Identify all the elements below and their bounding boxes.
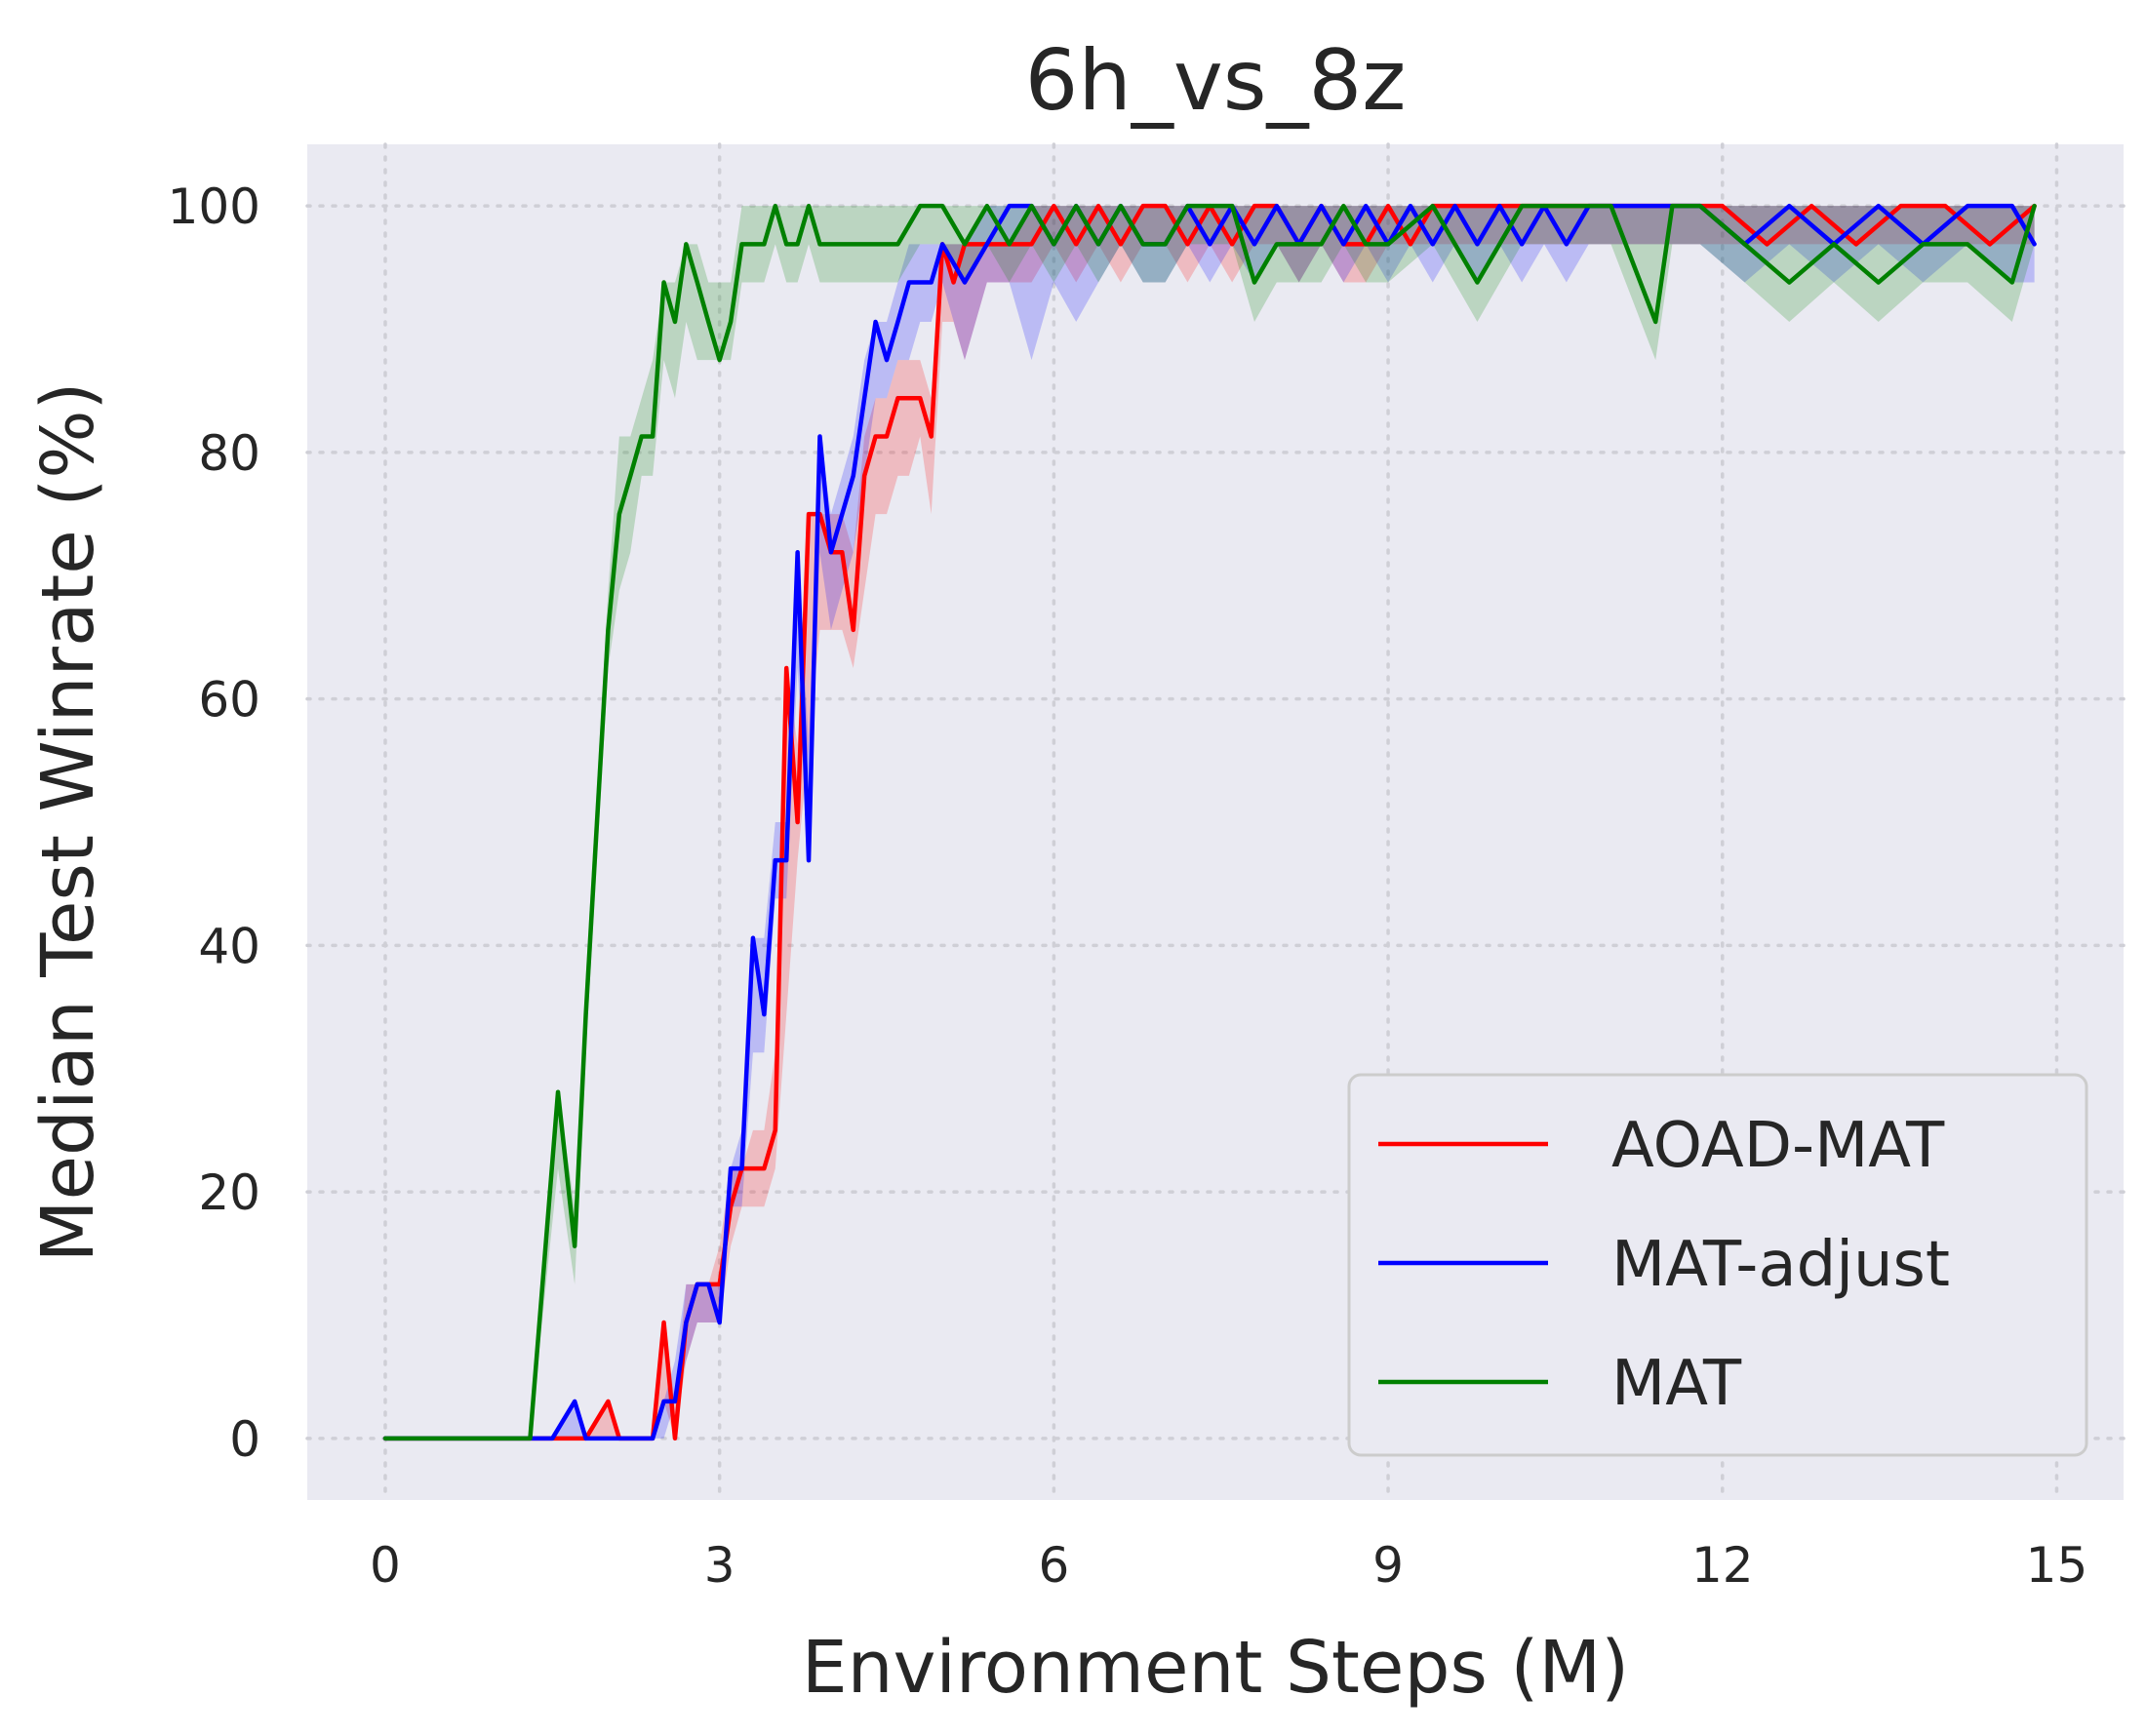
y-tick-label: 80 [198,425,260,482]
legend-label-mat: MAT [1611,1348,1742,1420]
series-lines [382,203,2037,1441]
series-line-mat [382,203,2037,1441]
y-tick-label: 100 [168,178,260,235]
legend-label-mat-adjust: MAT-adjust [1611,1229,1950,1301]
chart-title: 6h_vs_8z [1025,32,1407,130]
legend: AOAD-MAT MAT-adjust MAT [1347,1073,2088,1457]
x-axis-label: Environment Steps (M) [802,1626,1629,1710]
x-tick-label: 12 [1691,1537,1754,1594]
y-tick-label: 0 [229,1411,260,1468]
x-tick-label: 15 [2026,1537,2088,1594]
y-axis-label: Median Test Winrate (%) [26,382,110,1263]
y-tick-label: 20 [198,1164,260,1221]
tick-labels: 0 3 6 9 12 15 0 20 40 60 80 100 [168,178,2088,1594]
x-tick-label: 0 [370,1537,401,1594]
legend-label-aoad-mat: AOAD-MAT [1611,1110,1945,1182]
x-tick-label: 3 [704,1537,735,1594]
legend-frame [1347,1073,2088,1457]
x-tick-label: 9 [1372,1537,1404,1594]
y-tick-label: 40 [198,918,260,974]
x-tick-label: 6 [1038,1537,1069,1594]
y-tick-label: 60 [198,672,260,729]
